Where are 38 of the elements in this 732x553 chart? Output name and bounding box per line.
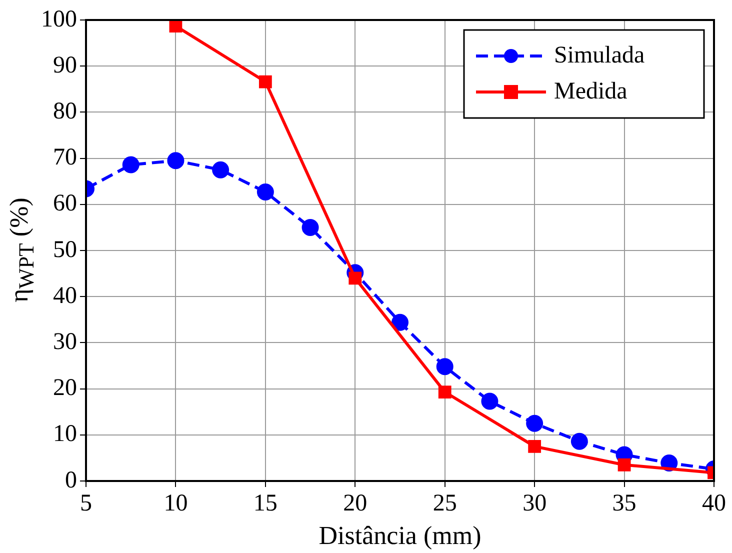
x-tick-label: 40 [702,490,726,517]
y-tick-label: 80 [53,98,77,124]
point [438,386,452,398]
x-tick-label: 25 [432,490,457,517]
point [212,161,230,178]
point [481,392,498,410]
y-tick-label: 70 [53,144,77,171]
point [570,432,588,450]
point [167,152,184,170]
y-tick-label: 30 [53,328,77,355]
y-tick-label: 60 [53,190,77,217]
point [392,314,408,331]
legend-label: Medida [554,78,628,104]
x-tick-label: 20 [343,490,368,517]
x-tick-label: 15 [253,490,278,517]
point [618,458,631,472]
point [169,20,182,32]
y-tick-label: 10 [53,421,77,448]
y-tick-label: 40 [53,282,77,309]
point [526,414,544,432]
y-tick-label: 0 [65,467,77,494]
point [436,358,454,376]
x-tick-label: 10 [164,490,188,517]
x-tick-label: 5 [80,490,92,517]
y-tick-label: 50 [53,236,77,263]
y-tick-label: 90 [53,52,77,78]
x-axis-title: Distância (mm) [318,521,482,550]
point [122,156,140,174]
x-tick-label: 35 [612,490,636,517]
y-tick-label: 100 [41,6,77,32]
x-tick-label: 30 [522,490,547,517]
point [256,183,274,200]
legend-label: Simulada [554,42,646,68]
y-tick-label: 20 [53,375,77,402]
point [302,218,319,236]
point [348,272,362,285]
point [258,75,272,88]
point [528,440,542,453]
